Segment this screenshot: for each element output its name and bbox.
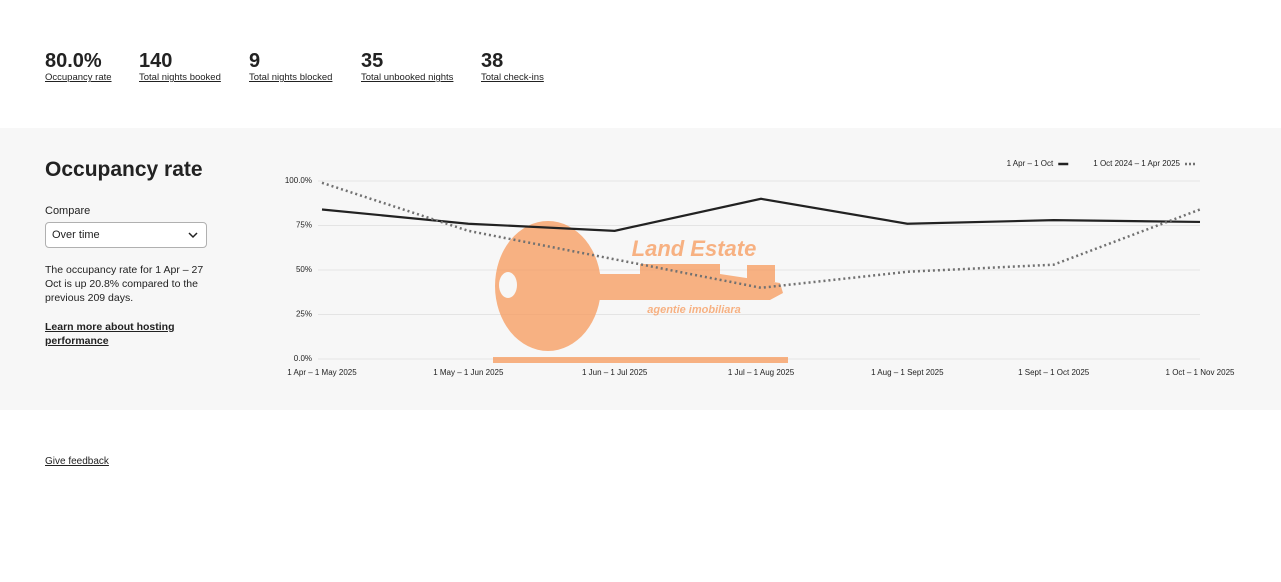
compare-select[interactable]: Over time <box>45 222 207 248</box>
stat-value: 80.0% <box>45 50 102 72</box>
stat-value: 38 <box>481 50 504 72</box>
stat: 35 Total unbooked nights <box>361 50 453 83</box>
watermark-title: Land Estate <box>632 236 757 261</box>
stat: 80.0% Occupancy rate <box>45 50 112 83</box>
legend-label: 1 Apr – 1 Oct <box>1007 159 1054 168</box>
series-line <box>321 181 1201 290</box>
stat-label[interactable]: Total check-ins <box>481 72 544 83</box>
feedback-link[interactable]: Give feedback <box>45 456 109 467</box>
y-tick-label: 100.0% <box>285 176 312 185</box>
x-tick-label: 1 Jul – 1 Aug 2025 <box>728 368 795 377</box>
y-tick-label: 25% <box>296 310 312 319</box>
legend-label: 1 Oct 2024 – 1 Apr 2025 <box>1093 159 1180 168</box>
chart: 0.0% 25% 50% 75% 100.0% Land Estate agentie … <box>285 159 1235 377</box>
x-tick-label: 1 Oct – 1 Nov 2025 <box>1166 368 1235 377</box>
stat-value: 35 <box>361 50 384 72</box>
y-tick-label: 75% <box>296 221 312 230</box>
stat-value: 140 <box>139 50 173 72</box>
stat: 38 Total check-ins <box>481 50 544 83</box>
stat-label[interactable]: Total unbooked nights <box>361 72 454 83</box>
y-tick-label: 50% <box>296 265 312 274</box>
stat: 9 Total nights blocked <box>249 50 332 83</box>
description: The occupancy rate for 1 Apr – 27 Oct is… <box>45 264 204 304</box>
occupancy-section: Occupancy rate Compare Over time The occ… <box>0 128 1281 410</box>
watermark: Land Estate agentie imobiliara <box>493 221 788 363</box>
compare-value: Over time <box>52 229 100 241</box>
y-tick-label: 0.0% <box>294 354 312 363</box>
stat-label[interactable]: Occupancy rate <box>45 72 112 83</box>
stat-value: 9 <box>249 50 261 72</box>
series-line <box>321 197 1201 232</box>
x-tick-label: 1 Aug – 1 Sept 2025 <box>871 368 944 377</box>
section-title: Occupancy rate <box>45 158 203 181</box>
stat: 140 Total nights booked <box>139 50 221 83</box>
x-tick-label: 1 Sept – 1 Oct 2025 <box>1018 368 1090 377</box>
compare-label: Compare <box>45 205 91 217</box>
x-tick-label: 1 May – 1 Jun 2025 <box>433 368 504 377</box>
stat-label[interactable]: Total nights booked <box>139 72 221 83</box>
watermark-subtitle: agentie imobiliara <box>647 304 741 316</box>
chevron <box>188 232 198 239</box>
learn-more-link[interactable]: Learn more about hosting performance <box>45 321 175 347</box>
x-tick-label: 1 Apr – 1 May 2025 <box>287 368 357 377</box>
x-tick-label: 1 Jun – 1 Jul 2025 <box>582 368 648 377</box>
stat-label[interactable]: Total nights blocked <box>249 72 333 83</box>
